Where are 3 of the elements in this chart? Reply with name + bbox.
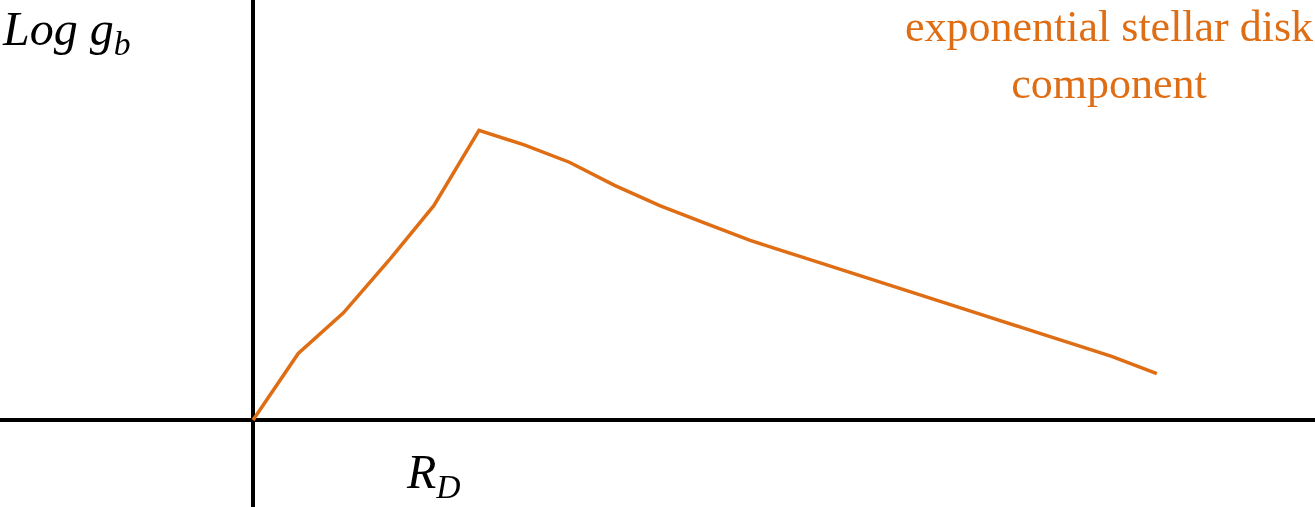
text: exponential stellar disk component	[905, 2, 1314, 109]
y-axis-title: Log g$_{b}$	[2, 2, 131, 63]
x-axis-title: R$_{D}$	[406, 445, 461, 506]
